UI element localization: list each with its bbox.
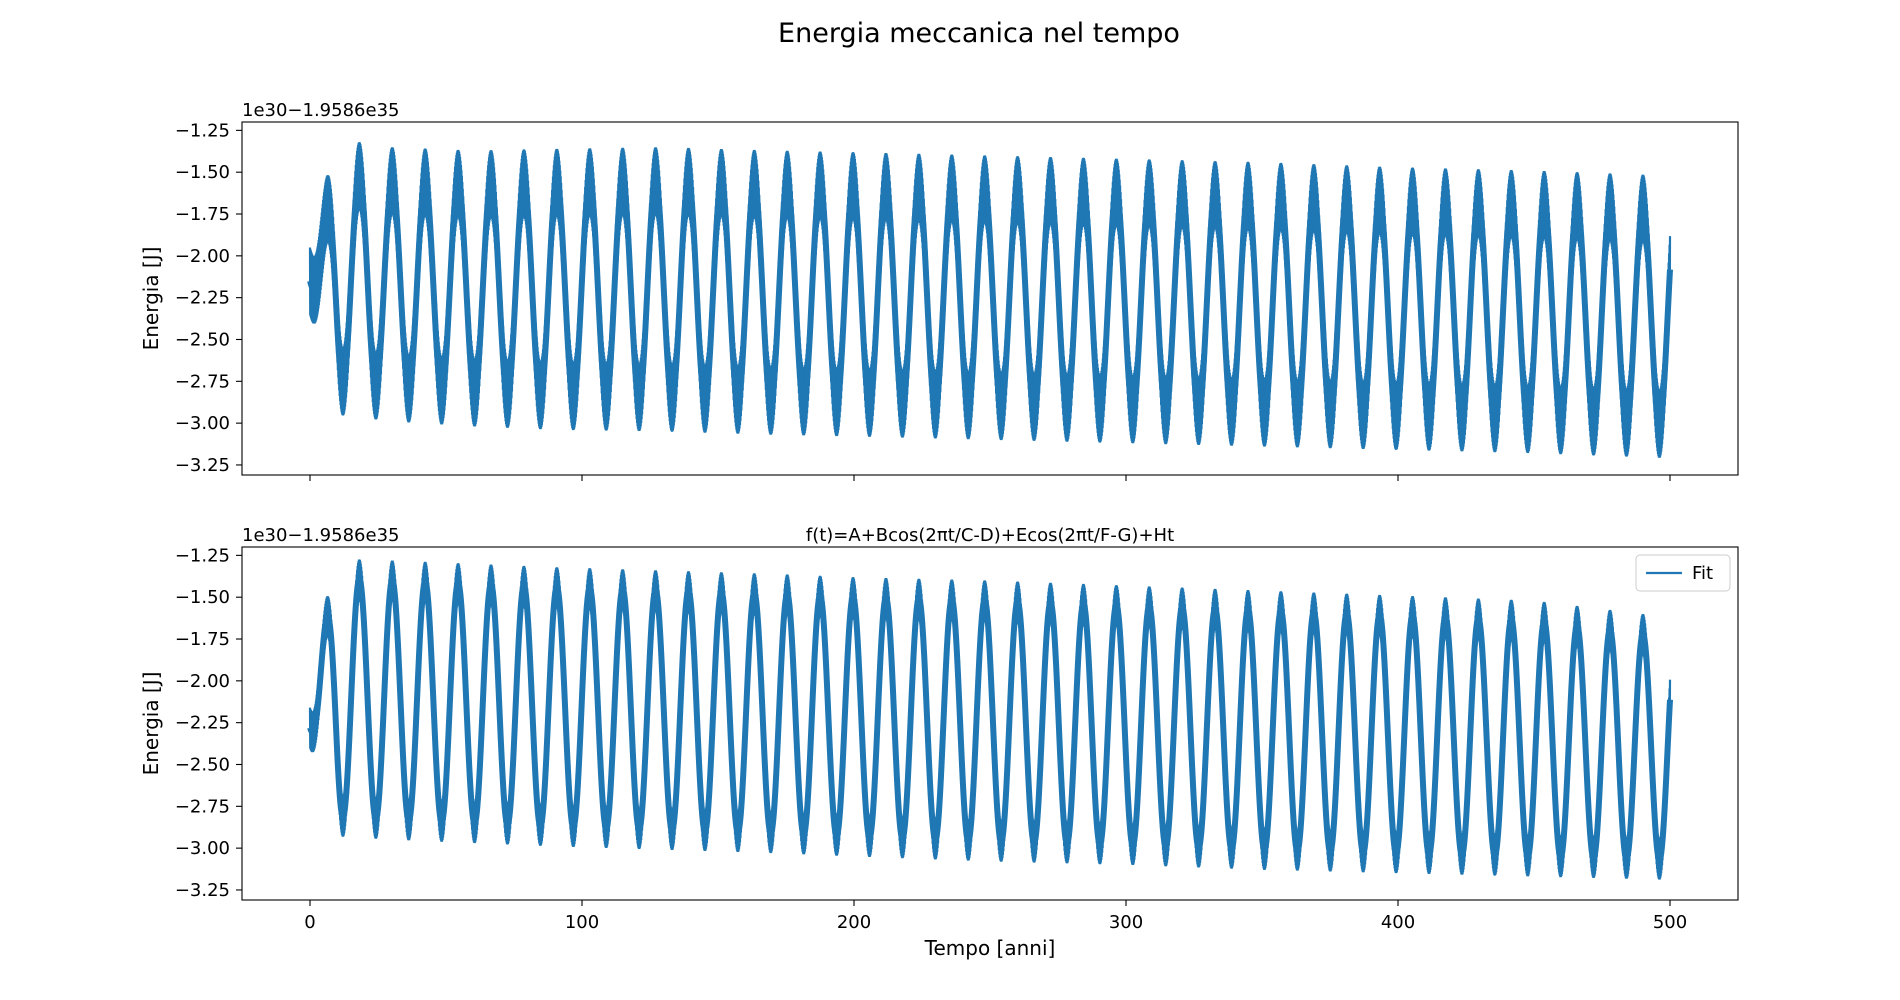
y-tick-label: −2.75 <box>175 371 230 392</box>
y-tick-label: −2.50 <box>175 754 230 775</box>
y-tick-label: −2.50 <box>175 329 230 350</box>
y-axis-label: Energia [J] <box>139 247 163 351</box>
axes-title: f(t)=A+Bcos(2πt/C-D)+Ecos(2πt/F-G)+Ht <box>806 525 1174 546</box>
y-tick-label: −1.50 <box>175 162 230 183</box>
axes-top: −1.25 −1.50 −1.75 −2.00 −2.25 −2.50 −2.75 −3.00… <box>139 100 1739 481</box>
legend-frame <box>1635 554 1731 592</box>
y-tick-label: −3.00 <box>175 413 230 434</box>
y-tick-label: −1.25 <box>175 545 230 566</box>
series-line-0-band <box>307 172 1673 428</box>
y-tick-label: −3.25 <box>175 455 230 476</box>
x-tick-label: 100 <box>565 912 599 933</box>
x-tick-label: 400 <box>1381 912 1415 933</box>
y-offset-text: 1e30−1.9586e35 <box>242 525 399 546</box>
axes-bottom: −1.25 −1.50 −1.75 −2.00 −2.25 −2.50 −2.75 −3.00… <box>139 525 1739 960</box>
y-tick-label: −2.00 <box>175 246 230 267</box>
series-line-0-band <box>307 576 1673 863</box>
x-axis-label: Tempo [anni] <box>924 936 1056 960</box>
x-tick-label: 500 <box>1653 912 1687 933</box>
x-tick-label: 0 <box>304 912 315 933</box>
y-tick-label: −1.75 <box>175 204 230 225</box>
axes-frame <box>241 121 1739 476</box>
y-axis-label: Energia [J] <box>139 672 163 776</box>
legend-label: Fit <box>1692 563 1713 584</box>
y-tick-label: −2.00 <box>175 671 230 692</box>
y-tick-label: −3.25 <box>175 880 230 901</box>
legend: Fit <box>1635 554 1731 592</box>
figure-title: Energia meccanica nel tempo <box>778 18 1180 49</box>
y-tick-label: −3.00 <box>175 838 230 859</box>
y-tick-label: −2.75 <box>175 796 230 817</box>
y-tick-label: −1.50 <box>175 587 230 608</box>
y-tick-label: −2.25 <box>175 288 230 309</box>
y-tick-label: −2.25 <box>175 713 230 734</box>
x-tick-label: 200 <box>837 912 871 933</box>
x-tick-label: 300 <box>1109 912 1143 933</box>
y-tick-label: −1.75 <box>175 629 230 650</box>
y-tick-label: −1.25 <box>175 120 230 141</box>
y-offset-text: 1e30−1.9586e35 <box>242 100 399 121</box>
axes-frame <box>241 546 1739 901</box>
